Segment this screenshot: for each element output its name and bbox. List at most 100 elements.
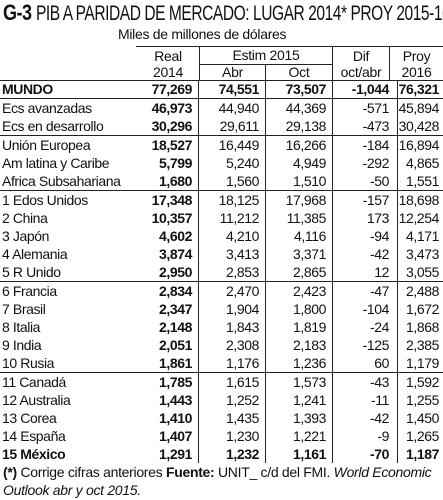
header-divider: [389, 46, 390, 80]
table-row: 1 Edos Unidos 17,348 18,125 17,968 -157 18,69…: [0, 190, 443, 209]
cell-real: 4,602: [136, 227, 199, 245]
header-real: Real: [154, 48, 182, 64]
cell-proy: 1,265: [405, 428, 439, 444]
cell-proy: 76,321: [397, 80, 443, 99]
table-row: 2 China 10,357 11,212 11,385 173 12,254: [0, 209, 443, 227]
cell-real: 1,443: [136, 391, 199, 409]
table-row: MUNDO 77,269 74,551 73,507 -1,044 76,321: [0, 80, 443, 99]
header-proy-year: 2016: [401, 64, 432, 80]
cell-oct: 29,138: [265, 117, 333, 136]
table-row: 15 México 1,291 1,232 1,161 -70 1,187: [0, 445, 443, 463]
cell-real: 5,799: [136, 154, 199, 172]
cell-proy: 2,385: [405, 337, 439, 353]
cell-name: 11 Canadá: [2, 374, 66, 390]
cell-abr: 4,210: [198, 227, 266, 245]
header-divider: [199, 46, 200, 80]
cell-abr: 18,125: [198, 190, 266, 209]
title-text: PIB A PARIDAD DE MERCADO: LUGAR 2014* PR…: [35, 2, 443, 25]
cell-oct: 17,968: [265, 190, 333, 209]
cell-abr: 29,611: [198, 117, 266, 136]
cell-real: 2,148: [136, 318, 199, 336]
cell-abr: 3,413: [198, 245, 266, 263]
cell-dif: -50: [332, 172, 398, 191]
table-row: 4 Alemania 3,874 3,413 3,371 -42 3,473: [0, 245, 443, 263]
cell-name: 8 Italia: [2, 319, 41, 335]
cell-dif: -11: [332, 391, 398, 409]
cell-proy: 12,254: [398, 210, 440, 226]
cell-real: 2,051: [136, 336, 199, 354]
cell-name: 4 Alemania: [2, 246, 68, 262]
cell-abr: 1,904: [198, 300, 266, 318]
cell-dif: -473: [332, 117, 398, 136]
cell-abr: 1,176: [198, 354, 266, 373]
cell-name: 7 Brasil: [2, 301, 46, 317]
cell-name: 9 India: [2, 337, 42, 353]
cell-proy: 4,865: [405, 155, 439, 171]
cell-name: 1 Edos Unidos: [2, 192, 88, 208]
title-code: G-3: [3, 0, 32, 25]
cell-abr: 5,240: [198, 154, 266, 172]
cell-real: 3,874: [136, 245, 199, 263]
cell-oct: 16,266: [265, 135, 333, 154]
cell-real: 1,785: [136, 372, 199, 391]
cell-real: 17,348: [136, 190, 199, 209]
cell-real: 77,269: [136, 80, 199, 99]
header-real-year: 2014: [153, 64, 183, 80]
cell-name: Am latina y Caribe: [2, 155, 110, 171]
cell-oct: 1,800: [265, 300, 333, 318]
cell-proy: 1,868: [405, 319, 439, 335]
header-proy: Proy: [402, 48, 431, 64]
cell-oct: 1,393: [265, 409, 333, 427]
cell-name: 15 México: [2, 446, 66, 462]
cell-real: 2,834: [136, 281, 199, 300]
cell-proy: 1,672: [405, 301, 439, 317]
cell-real: 30,296: [136, 117, 199, 136]
table-row: 11 Canadá 1,785 1,615 1,573 -43 1,592: [0, 372, 443, 391]
cell-name: Africa Subsahariana: [0, 172, 136, 191]
cell-name: MUNDO: [0, 80, 136, 99]
cell-dif: -42: [332, 245, 398, 263]
cell-oct: 4,116: [265, 227, 333, 245]
cell-proy: 2,488: [405, 283, 439, 299]
table-row: 8 Italia 2,148 1,843 1,819 -24 1,868: [0, 318, 443, 336]
source-text: UNIT_ c/d del FMI.: [214, 464, 334, 480]
cell-dif: -184: [332, 135, 398, 154]
cell-oct: 3,371: [265, 245, 333, 263]
header-dif-sub: oct/abr: [340, 64, 382, 80]
cell-dif: 173: [332, 209, 398, 227]
table-row: Ecs avanzadas 46,973 44,940 44,369 -571 45,89…: [0, 98, 443, 117]
cell-dif: -571: [332, 98, 398, 117]
footnote: (*) Corrige cifras anteriores Fuente: UN…: [3, 463, 443, 499]
cell-dif: -24: [332, 318, 398, 336]
cell-abr: 1,252: [198, 391, 266, 409]
cell-abr: 2,470: [198, 281, 266, 300]
table-row: Am latina y Caribe 5,799 5,240 4,949 -292 4,8…: [0, 154, 443, 172]
cell-proy: 1,179: [397, 354, 443, 373]
cell-oct: 2,183: [265, 336, 333, 354]
cell-abr: 44,940: [198, 98, 266, 117]
cell-real: 1,407: [136, 427, 199, 445]
table-row: 3 Japón 4,602 4,210 4,116 -94 4,171: [0, 227, 443, 245]
cell-real: 1,291: [136, 445, 199, 463]
header-estim: Estim 2015: [232, 47, 300, 63]
cell-abr: 1,232: [198, 445, 266, 463]
table-row: Unión Europea 18,527 16,449 16,266 -184 16,89…: [0, 135, 443, 154]
cell-real: 10,357: [136, 209, 199, 227]
cell-dif: -42: [332, 409, 398, 427]
cell-proy: 1,592: [405, 374, 439, 390]
cell-abr: 16,449: [198, 135, 266, 154]
table-row: 5 R Unido 2,950 2,853 2,865 12 3,055: [0, 263, 443, 282]
cell-dif: -47: [332, 281, 398, 300]
cell-oct: 1,573: [265, 372, 333, 391]
cell-abr: 1,230: [198, 427, 266, 445]
cell-dif: 12: [332, 263, 398, 282]
cell-name: 6 Francia: [2, 283, 57, 299]
table-row: 13 Corea 1,410 1,435 1,393 -42 1,450: [0, 409, 443, 427]
cell-abr: 74,551: [198, 80, 266, 99]
cell-oct: 1,236: [265, 354, 333, 373]
cell-oct: 2,423: [265, 281, 333, 300]
cell-abr: 1,560: [198, 172, 266, 191]
cell-name: 2 China: [2, 210, 48, 226]
cell-real: 2,347: [136, 300, 199, 318]
cell-name: 12 Australia: [2, 392, 71, 408]
